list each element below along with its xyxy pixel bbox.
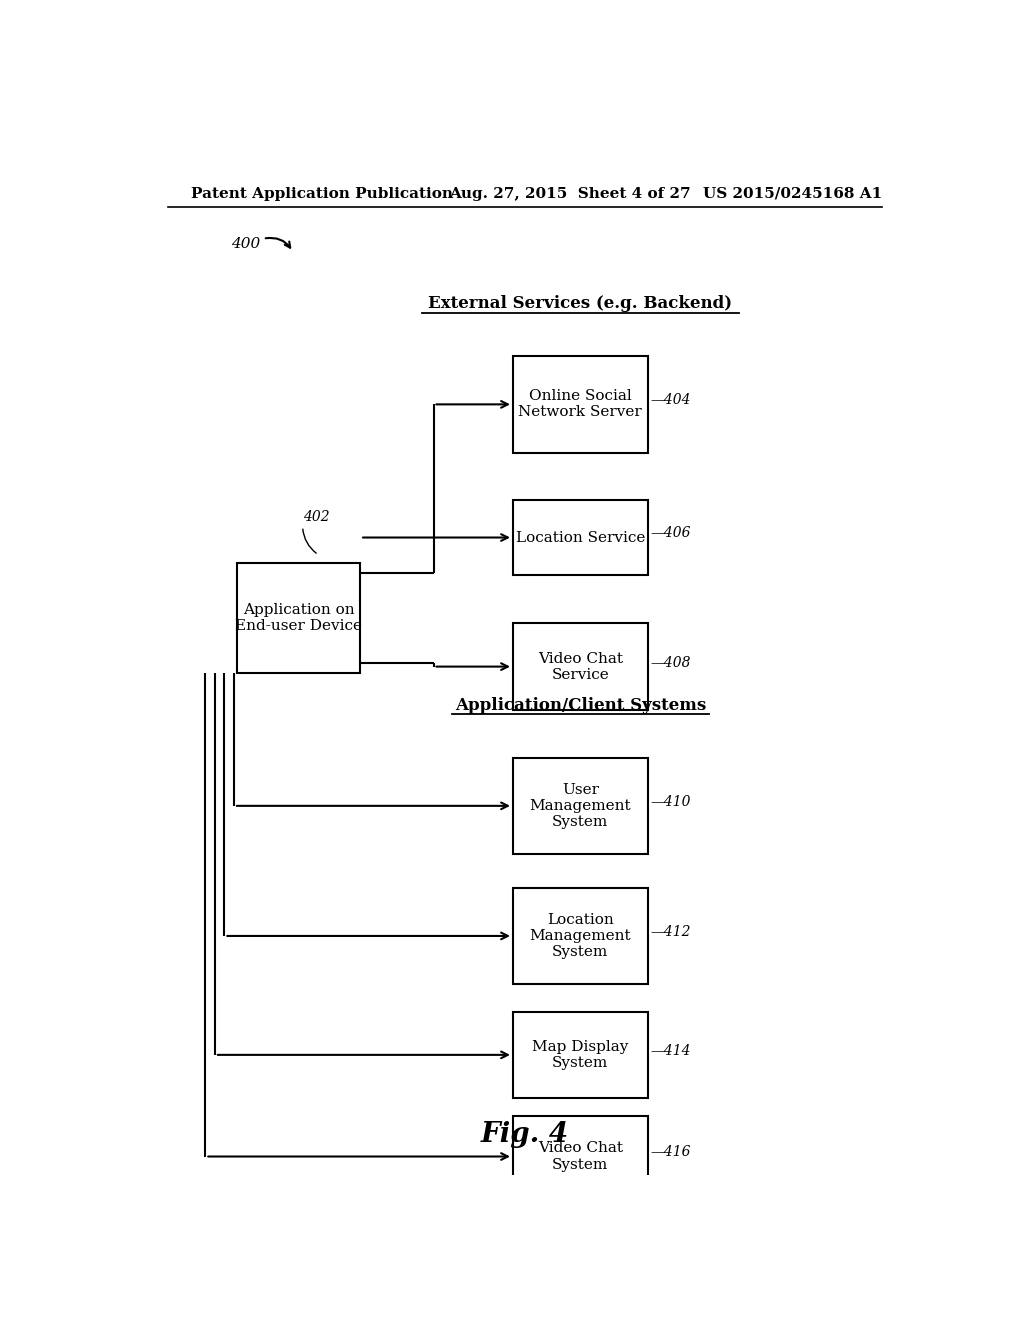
Bar xyxy=(513,356,648,453)
Bar xyxy=(513,1115,648,1197)
Text: Location Service: Location Service xyxy=(516,531,645,545)
Text: —406: —406 xyxy=(651,527,691,540)
Text: —412: —412 xyxy=(651,925,691,939)
Text: —404: —404 xyxy=(651,393,691,408)
Text: US 2015/0245168 A1: US 2015/0245168 A1 xyxy=(703,187,883,201)
Text: 400: 400 xyxy=(231,236,260,251)
Text: Fig. 4: Fig. 4 xyxy=(480,1121,569,1147)
Text: 402: 402 xyxy=(303,511,330,524)
Text: —416: —416 xyxy=(651,1146,691,1159)
Bar xyxy=(513,758,648,854)
Text: Patent Application Publication: Patent Application Publication xyxy=(191,187,454,201)
Text: Map Display
System: Map Display System xyxy=(532,1040,629,1071)
Bar xyxy=(238,562,360,673)
Text: Application on
End-user Device: Application on End-user Device xyxy=(236,603,362,632)
Text: —414: —414 xyxy=(651,1044,691,1057)
Text: Online Social
Network Server: Online Social Network Server xyxy=(518,389,642,420)
Text: Application/Client Systems: Application/Client Systems xyxy=(455,697,706,714)
Bar xyxy=(513,887,648,985)
Bar xyxy=(513,623,648,710)
FancyArrowPatch shape xyxy=(265,238,290,248)
Text: External Services (e.g. Backend): External Services (e.g. Backend) xyxy=(428,296,732,313)
Text: Location
Management
System: Location Management System xyxy=(529,912,631,960)
Bar xyxy=(513,1011,648,1098)
Text: User
Management
System: User Management System xyxy=(529,783,631,829)
Text: —410: —410 xyxy=(651,795,691,809)
Text: —408: —408 xyxy=(651,656,691,669)
Text: Aug. 27, 2015  Sheet 4 of 27: Aug. 27, 2015 Sheet 4 of 27 xyxy=(450,187,691,201)
Text: Video Chat
System: Video Chat System xyxy=(538,1142,623,1172)
FancyArrowPatch shape xyxy=(303,529,316,553)
Text: Video Chat
Service: Video Chat Service xyxy=(538,652,623,681)
Bar xyxy=(513,500,648,574)
